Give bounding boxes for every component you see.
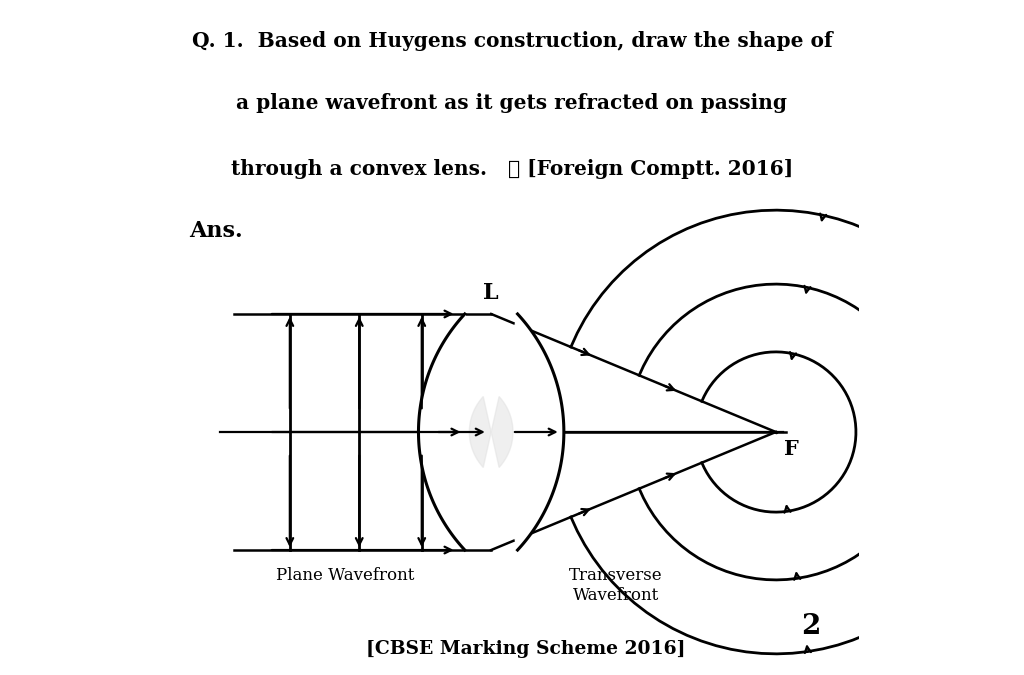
Text: Transverse
Wavefront: Transverse Wavefront [569, 568, 663, 604]
Polygon shape [419, 314, 564, 550]
Text: 2: 2 [801, 614, 820, 641]
Text: L: L [483, 281, 499, 304]
Text: Q. 1.  Based on Huygens construction, draw the shape of: Q. 1. Based on Huygens construction, dra… [191, 31, 833, 51]
Text: F: F [784, 439, 799, 460]
Text: Plane Wavefront: Plane Wavefront [276, 568, 415, 585]
Text: [CBSE Marking Scheme 2016]: [CBSE Marking Scheme 2016] [367, 640, 686, 657]
Text: through a convex lens.   ⓤ [Foreign Comptt. 2016]: through a convex lens. ⓤ [Foreign Comptt… [230, 159, 794, 179]
Text: a plane wavefront as it gets refracted on passing: a plane wavefront as it gets refracted o… [237, 93, 787, 113]
Text: Ans.: Ans. [189, 220, 243, 242]
Polygon shape [469, 397, 513, 467]
